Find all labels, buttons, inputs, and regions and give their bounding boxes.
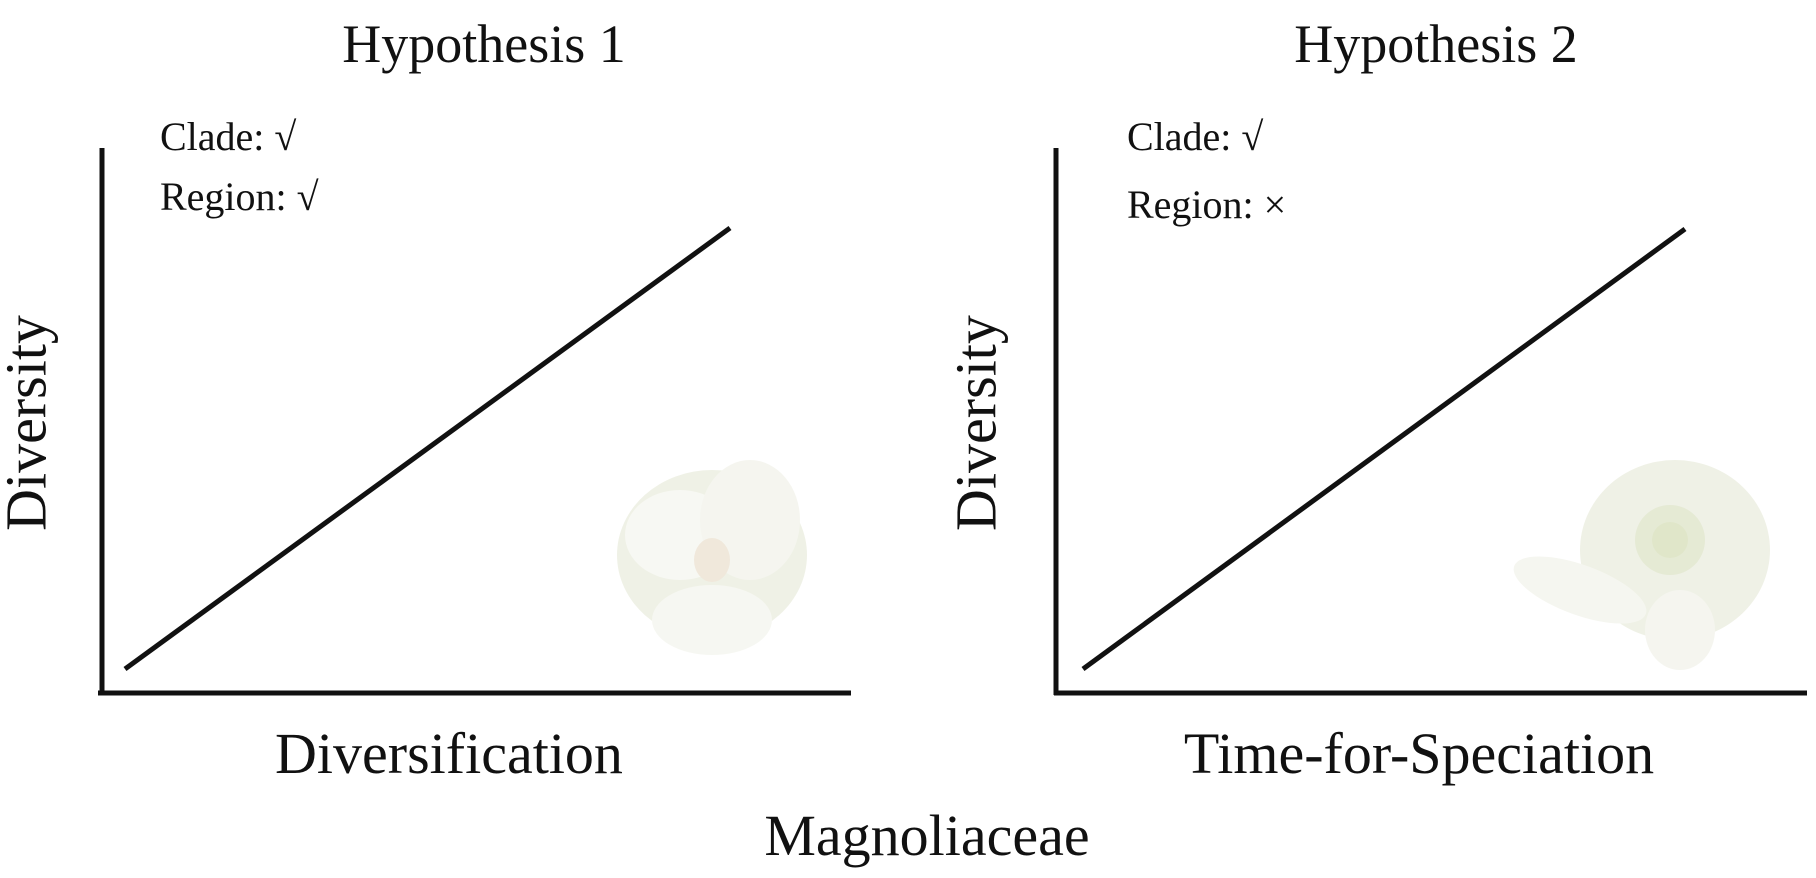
panel-title: Hypothesis 2 (1294, 14, 1578, 74)
note: Region: × (1127, 182, 1286, 227)
panel: Hypothesis 1 Clade: √ Region: √ Diversit… (0, 14, 851, 786)
flower (617, 460, 807, 655)
caption: Magnoliaceae (764, 803, 1089, 868)
panel-title: Hypothesis 1 (342, 14, 626, 74)
x-axis-label: Time-for-Speciation (1184, 721, 1654, 786)
trend-line (1081, 226, 1687, 672)
panel: Hypothesis 2 Clade: √ Region: × Diversit… (943, 14, 1807, 786)
y-axis-label: Diversity (0, 315, 58, 531)
note: Clade: √ (160, 114, 296, 159)
x-axis-label: Diversification (275, 721, 623, 786)
trend-line (123, 225, 732, 672)
flower (1513, 460, 1770, 670)
note: Clade: √ (1127, 114, 1263, 159)
y-axis-label: Diversity (943, 315, 1008, 531)
note: Region: √ (160, 174, 319, 219)
